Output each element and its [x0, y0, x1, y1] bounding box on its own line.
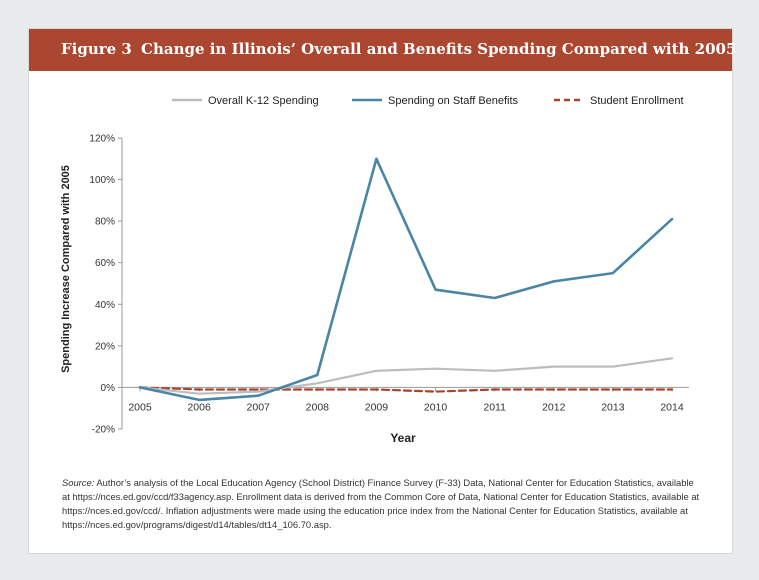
- x-tick-label: 2007: [247, 401, 271, 413]
- legend-label-overall: Spending on Staff Benefits: [388, 95, 519, 107]
- y-tick-label: 40%: [95, 300, 115, 311]
- figure-label: Figure 3: [61, 40, 132, 58]
- series-line-enrollment: [138, 357, 674, 395]
- chart-legend: Overall K-12 Spending Spending on Staff B…: [172, 95, 684, 107]
- x-tick-label: 2012: [542, 401, 566, 413]
- x-tick-label: 2005: [128, 401, 152, 413]
- x-axis-label: Year: [390, 431, 416, 445]
- figure-card: Figure 3 Change in Illinois’ Overall and…: [28, 28, 736, 554]
- figure-banner: Figure 3 Change in Illinois’ Overall and…: [29, 29, 736, 71]
- y-tick-label: 100%: [89, 175, 115, 186]
- x-tick-label: 2010: [424, 401, 448, 413]
- y-axis-label: Spending Increase Compared with 2005: [60, 165, 72, 373]
- x-tick-label: 2014: [660, 401, 684, 413]
- source-note: Source: Author’s analysis of the Local E…: [62, 476, 702, 532]
- y-tick-label: 120%: [89, 134, 115, 145]
- source-label: Source:: [62, 477, 95, 488]
- series-line-overall: [138, 157, 674, 402]
- y-tick-label: 20%: [95, 341, 115, 352]
- y-tick-label: -20%: [92, 425, 115, 436]
- plot-area: [138, 157, 674, 402]
- legend-label-enrollment: Overall K-12 Spending: [208, 95, 319, 107]
- x-tick-label: 2006: [187, 401, 211, 413]
- x-tick-label: 2011: [483, 401, 506, 413]
- x-axis: 2005 2006 2007 2008 2009 2010 2011 2012 2013 2014: [122, 386, 689, 413]
- y-tick-label: 80%: [95, 217, 115, 228]
- y-tick-label: 0%: [101, 383, 116, 394]
- y-tick-label: 60%: [95, 258, 115, 269]
- source-text: Author’s analysis of the Local Education…: [62, 477, 700, 530]
- x-tick-label: 2009: [365, 401, 389, 413]
- series-line-benefits: [138, 386, 674, 393]
- x-tick-label: 2008: [306, 401, 330, 413]
- figure-title: Change in Illinois’ Overall and Benefits…: [141, 40, 737, 58]
- x-tick-label: 2013: [601, 401, 625, 413]
- line-chart: Overall K-12 Spending Spending on Staff B…: [60, 95, 689, 445]
- legend-label-benefits: Student Enrollment: [590, 95, 684, 107]
- y-axis: -20% 0% 20% 40% 60% 80% 100% 120%: [89, 134, 123, 436]
